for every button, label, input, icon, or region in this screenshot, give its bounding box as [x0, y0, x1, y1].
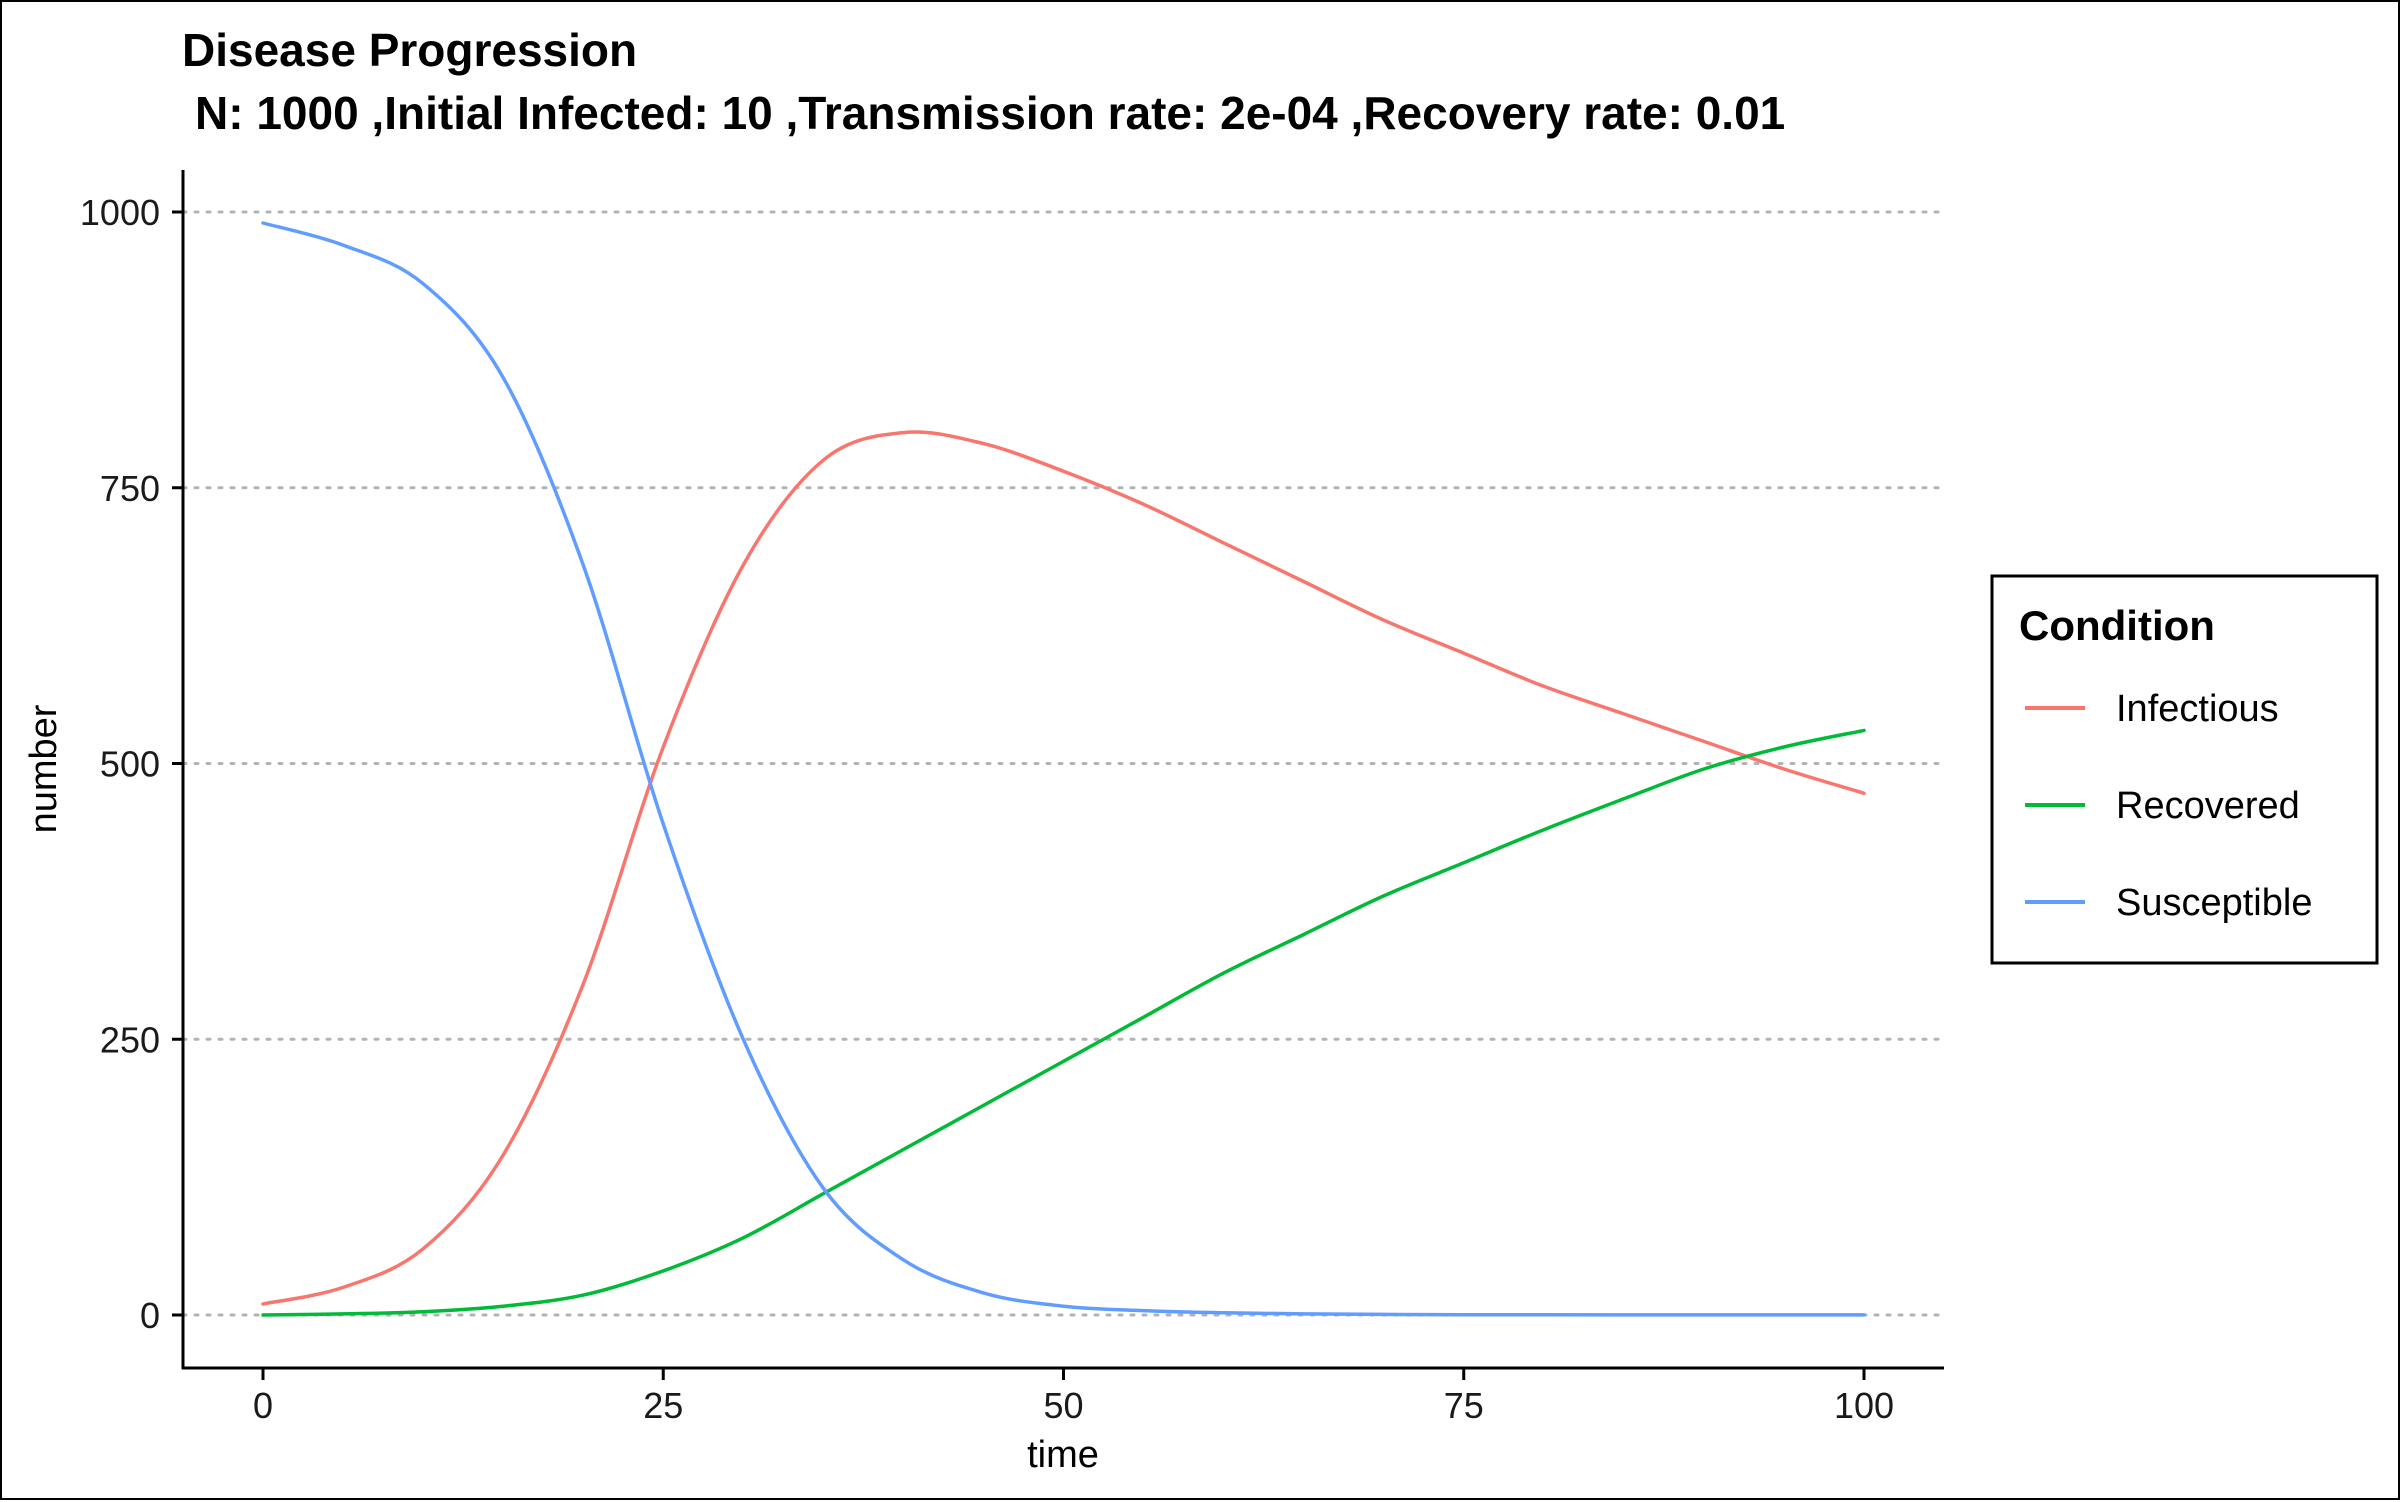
series-line-infectious — [261, 430, 1866, 1306]
series-line-recovered — [261, 728, 1866, 1317]
y-tick-label: 750 — [100, 468, 160, 509]
series-lines — [261, 221, 1866, 1317]
y-tick-label: 0 — [140, 1295, 160, 1336]
y-tick-label: 1000 — [80, 192, 160, 233]
y-axis-ticks: 0 250 500 750 1000 — [80, 192, 183, 1336]
x-axis-ticks: 0 25 50 75 100 — [253, 1368, 1894, 1426]
legend: Condition Infectious Recovered Susceptible — [1990, 574, 2379, 965]
legend-item-infectious: Infectious — [2025, 688, 2279, 730]
series-line-susceptible — [261, 221, 1866, 1317]
y-tick-label: 250 — [100, 1019, 160, 1060]
legend-box — [1990, 574, 2379, 965]
x-tick-label: 50 — [1043, 1385, 1083, 1426]
legend-title: Condition — [2019, 602, 2215, 649]
x-axis-label: time — [1027, 1434, 1099, 1476]
x-tick-label: 100 — [1834, 1385, 1894, 1426]
y-axis-label: number — [23, 704, 65, 833]
chart-title: Disease Progression — [182, 24, 637, 76]
legend-items: Infectious Recovered Susceptible — [2025, 688, 2312, 924]
y-tick-label: 500 — [100, 744, 160, 785]
legend-label-infectious: Infectious — [2116, 688, 2279, 730]
x-tick-label: 25 — [643, 1385, 683, 1426]
chart-subtitle: N: 1000 ,Initial Infected: 10 ,Transmiss… — [195, 87, 1785, 139]
legend-label-susceptible: Susceptible — [2116, 882, 2312, 924]
legend-item-recovered: Recovered — [2025, 785, 2300, 827]
legend-item-susceptible: Susceptible — [2025, 882, 2312, 924]
legend-label-recovered: Recovered — [2116, 785, 2300, 827]
grid-lines — [181, 210, 1946, 1317]
x-tick-label: 0 — [253, 1385, 273, 1426]
x-tick-label: 75 — [1444, 1385, 1484, 1426]
